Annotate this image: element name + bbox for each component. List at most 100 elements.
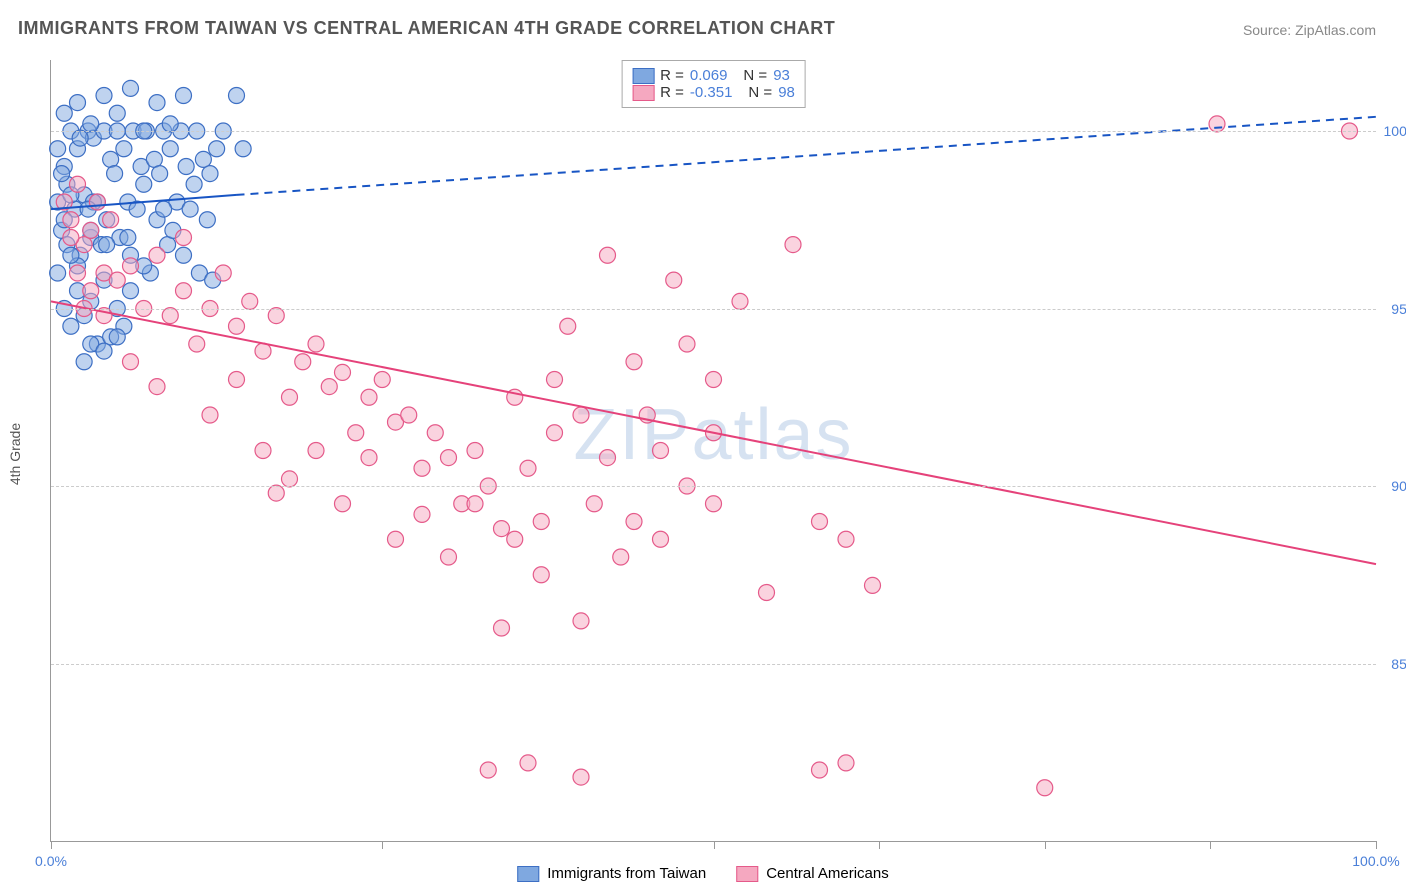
scatter-point bbox=[96, 88, 112, 104]
scatter-point bbox=[613, 549, 629, 565]
scatter-point bbox=[149, 379, 165, 395]
legend-row-central: R = -0.351 N = 98 bbox=[632, 84, 795, 101]
bottom-legend-label-taiwan: Immigrants from Taiwan bbox=[547, 865, 706, 882]
scatter-point bbox=[120, 230, 136, 246]
scatter-point bbox=[162, 141, 178, 157]
scatter-point bbox=[116, 141, 132, 157]
legend-n-label: N = bbox=[743, 67, 767, 84]
bottom-legend-taiwan: Immigrants from Taiwan bbox=[517, 865, 706, 882]
scatter-point bbox=[653, 531, 669, 547]
scatter-point bbox=[229, 88, 245, 104]
bottom-legend-central: Central Americans bbox=[736, 865, 889, 882]
scatter-point bbox=[335, 496, 351, 512]
scatter-point bbox=[812, 514, 828, 530]
scatter-point bbox=[215, 265, 231, 281]
scatter-point bbox=[202, 166, 218, 182]
legend-n-value-taiwan: 93 bbox=[773, 67, 790, 84]
legend-row-taiwan: R = 0.069 N = 93 bbox=[632, 67, 795, 84]
scatter-point bbox=[1037, 780, 1053, 796]
gridline bbox=[51, 486, 1376, 487]
scatter-point bbox=[136, 176, 152, 192]
scatter-point bbox=[83, 116, 99, 132]
legend-swatch-taiwan-bottom bbox=[517, 866, 539, 882]
scatter-point bbox=[666, 272, 682, 288]
x-tick-label: 100.0% bbox=[1352, 853, 1399, 869]
scatter-point bbox=[195, 151, 211, 167]
scatter-point bbox=[229, 318, 245, 334]
scatter-point bbox=[255, 443, 271, 459]
scatter-point bbox=[401, 407, 417, 423]
scatter-point bbox=[414, 460, 430, 476]
bottom-legend: Immigrants from Taiwan Central Americans bbox=[517, 865, 889, 882]
legend-r-value-taiwan: 0.069 bbox=[690, 67, 728, 84]
bottom-legend-label-central: Central Americans bbox=[766, 865, 889, 882]
legend-r-value-central: -0.351 bbox=[690, 84, 733, 101]
scatter-point bbox=[50, 141, 66, 157]
gridline bbox=[51, 309, 1376, 310]
scatter-point bbox=[361, 450, 377, 466]
legend-r-label: R = bbox=[660, 84, 684, 101]
scatter-point bbox=[759, 585, 775, 601]
scatter-point bbox=[308, 336, 324, 352]
scatter-point bbox=[123, 80, 139, 96]
scatter-point bbox=[268, 308, 284, 324]
scatter-point bbox=[123, 283, 139, 299]
scatter-point bbox=[182, 201, 198, 217]
scatter-point bbox=[146, 151, 162, 167]
scatter-point bbox=[54, 166, 70, 182]
scatter-point bbox=[533, 514, 549, 530]
scatter-point bbox=[441, 549, 457, 565]
legend-n-label: N = bbox=[748, 84, 772, 101]
gridline bbox=[51, 664, 1376, 665]
scatter-point bbox=[838, 755, 854, 771]
scatter-point bbox=[321, 379, 337, 395]
scatter-point bbox=[785, 237, 801, 253]
scatter-point bbox=[199, 212, 215, 228]
scatter-point bbox=[89, 194, 105, 210]
y-tick-label: 100.0% bbox=[1384, 123, 1406, 139]
scatter-point bbox=[96, 343, 112, 359]
scatter-point bbox=[63, 247, 79, 263]
scatter-point bbox=[76, 354, 92, 370]
scatter-point bbox=[348, 425, 364, 441]
scatter-point bbox=[533, 567, 549, 583]
scatter-point bbox=[83, 222, 99, 238]
scatter-point bbox=[865, 577, 881, 593]
correlation-legend: R = 0.069 N = 93 R = -0.351 N = 98 bbox=[621, 60, 806, 108]
legend-swatch-taiwan bbox=[632, 68, 654, 84]
scatter-point bbox=[70, 265, 86, 281]
scatter-point bbox=[156, 201, 172, 217]
y-tick-label: 95.0% bbox=[1391, 301, 1406, 317]
scatter-point bbox=[123, 354, 139, 370]
scatter-point bbox=[103, 212, 119, 228]
scatter-point bbox=[812, 762, 828, 778]
x-tick bbox=[714, 841, 715, 849]
scatter-point bbox=[63, 212, 79, 228]
scatter-point bbox=[152, 166, 168, 182]
scatter-point bbox=[547, 425, 563, 441]
x-tick bbox=[1045, 841, 1046, 849]
scatter-point bbox=[176, 230, 192, 246]
scatter-point bbox=[414, 506, 430, 522]
scatter-point bbox=[388, 531, 404, 547]
scatter-point bbox=[600, 247, 616, 263]
source-text: Source: ZipAtlas.com bbox=[1243, 22, 1376, 38]
trendline-extrapolated bbox=[237, 117, 1377, 195]
scatter-point bbox=[427, 425, 443, 441]
x-tick bbox=[1376, 841, 1377, 849]
scatter-point bbox=[70, 176, 86, 192]
scatter-point bbox=[162, 308, 178, 324]
scatter-point bbox=[109, 272, 125, 288]
scatter-point bbox=[600, 450, 616, 466]
scatter-point bbox=[176, 247, 192, 263]
scatter-point bbox=[107, 166, 123, 182]
scatter-point bbox=[494, 521, 510, 537]
scatter-point bbox=[441, 450, 457, 466]
scatter-point bbox=[520, 460, 536, 476]
scatter-point bbox=[560, 318, 576, 334]
scatter-point bbox=[706, 372, 722, 388]
scatter-point bbox=[706, 496, 722, 512]
scatter-point bbox=[83, 283, 99, 299]
y-axis-label: 4th Grade bbox=[7, 423, 23, 485]
scatter-point bbox=[374, 372, 390, 388]
